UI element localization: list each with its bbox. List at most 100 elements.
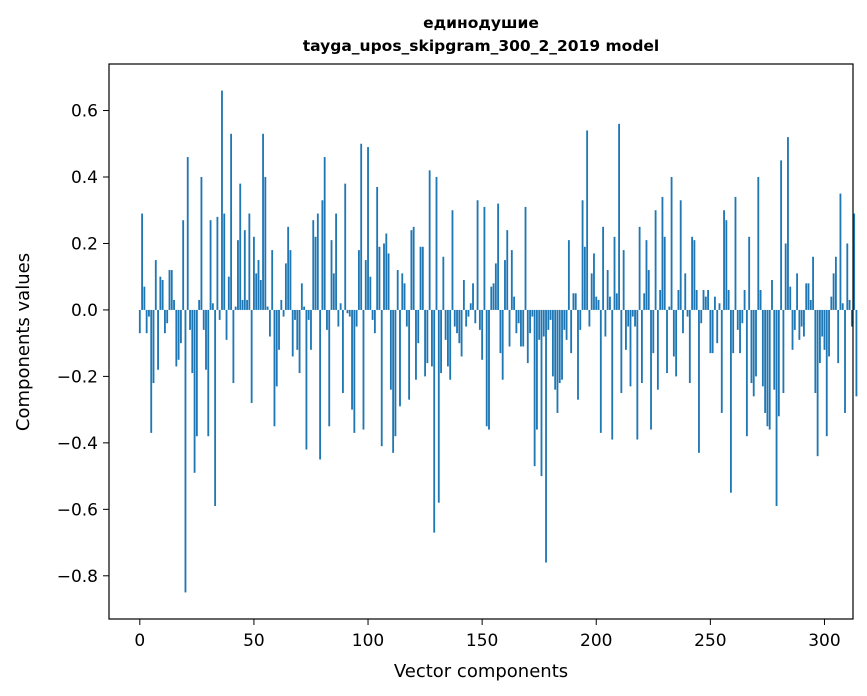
bar-267 [748, 236, 751, 310]
bar-243 [693, 240, 696, 310]
bar-187 [565, 309, 568, 340]
bar-274 [764, 309, 767, 413]
bar-262 [736, 309, 739, 330]
bar-4 [148, 309, 150, 317]
bar-53 [259, 280, 262, 310]
bar-86 [335, 213, 337, 310]
bar-238 [682, 309, 684, 334]
bar-145 [469, 303, 472, 310]
bar-287 [793, 309, 796, 330]
bar-129 [433, 309, 436, 533]
bar-105 [378, 246, 381, 310]
bar-295 [812, 256, 814, 310]
y-tick-label: 0.0 [71, 301, 98, 321]
bar-52 [257, 260, 260, 310]
bar-294 [809, 299, 812, 310]
bar-290 [800, 309, 803, 327]
y-axis: −0.8 −0.6 −0.4 −0.2 0.0 0.2 0.4 0.6 [57, 102, 109, 587]
bar-126 [426, 309, 429, 364]
bar-186 [563, 309, 566, 330]
bar-228 [659, 289, 662, 310]
bar-25 [195, 309, 198, 437]
bar-273 [761, 309, 764, 387]
bar-191 [574, 293, 577, 310]
bar-242 [691, 236, 694, 310]
bar-296 [814, 309, 817, 394]
bar-48 [248, 213, 251, 310]
bar-226 [654, 210, 657, 310]
bar-286 [791, 309, 794, 350]
bar-46 [243, 230, 246, 310]
bar-31 [209, 220, 212, 310]
bar-59 [273, 309, 276, 427]
bar-270 [755, 309, 757, 377]
bar-35 [218, 309, 221, 320]
bar-73 [305, 309, 308, 450]
bar-298 [819, 309, 821, 364]
bar-85 [332, 273, 335, 310]
bar-217 [634, 309, 636, 327]
x-tick-label: 300 [808, 631, 840, 651]
bar-16 [175, 309, 178, 367]
bar-107 [383, 243, 385, 310]
bar-136 [449, 309, 452, 380]
bar-54 [262, 133, 264, 310]
bar-134 [444, 309, 447, 340]
bar-259 [729, 309, 732, 493]
bar-261 [734, 196, 737, 310]
bar-80 [321, 200, 324, 310]
bar-156 [494, 263, 497, 310]
bar-307 [839, 193, 842, 310]
bar-51 [255, 273, 258, 310]
bar-29 [205, 309, 207, 370]
bar-297 [816, 309, 819, 457]
bar-159 [501, 309, 504, 380]
bar-189 [570, 309, 573, 354]
bar-246 [700, 309, 703, 324]
x-axis: 0 50 100 150 200 250 300 [134, 619, 841, 651]
bar-169 [524, 206, 527, 310]
bar-32 [211, 303, 214, 310]
bar-109 [387, 253, 390, 310]
bar-219 [638, 226, 641, 310]
bar-309 [844, 309, 846, 413]
bar-173 [533, 309, 536, 467]
bar-257 [725, 220, 728, 310]
bar-301 [825, 309, 828, 437]
bar-147 [474, 309, 477, 324]
bar-199 [593, 253, 595, 310]
bar-102 [371, 309, 374, 320]
bar-178 [545, 309, 547, 563]
bar-14 [170, 270, 173, 310]
bar-63 [282, 309, 285, 317]
bar-143 [465, 309, 468, 327]
bar-149 [478, 309, 481, 330]
bar-17 [177, 309, 180, 360]
bar-255 [720, 309, 723, 413]
bar-8 [157, 309, 159, 370]
bar-45 [241, 299, 244, 310]
bar-112 [394, 309, 397, 437]
bar-55 [264, 176, 267, 310]
bar-235 [675, 309, 678, 377]
bar-151 [483, 206, 486, 310]
bar-99 [364, 260, 367, 310]
bar-269 [752, 309, 755, 397]
bar-221 [643, 293, 646, 310]
bar-15 [173, 299, 175, 310]
bar-131 [437, 309, 440, 503]
bar-130 [435, 176, 438, 310]
bar-313 [853, 213, 856, 310]
bar-248 [704, 296, 707, 310]
bar-33 [214, 309, 217, 507]
bar-142 [462, 280, 465, 310]
bar-42 [234, 306, 237, 310]
bar-195 [583, 246, 586, 310]
bar-93 [351, 309, 353, 410]
bar-104 [376, 186, 379, 310]
bar-69 [296, 309, 299, 350]
bar-233 [670, 176, 673, 310]
bar-111 [392, 309, 395, 453]
bar-260 [732, 309, 735, 354]
bar-37 [223, 213, 226, 310]
